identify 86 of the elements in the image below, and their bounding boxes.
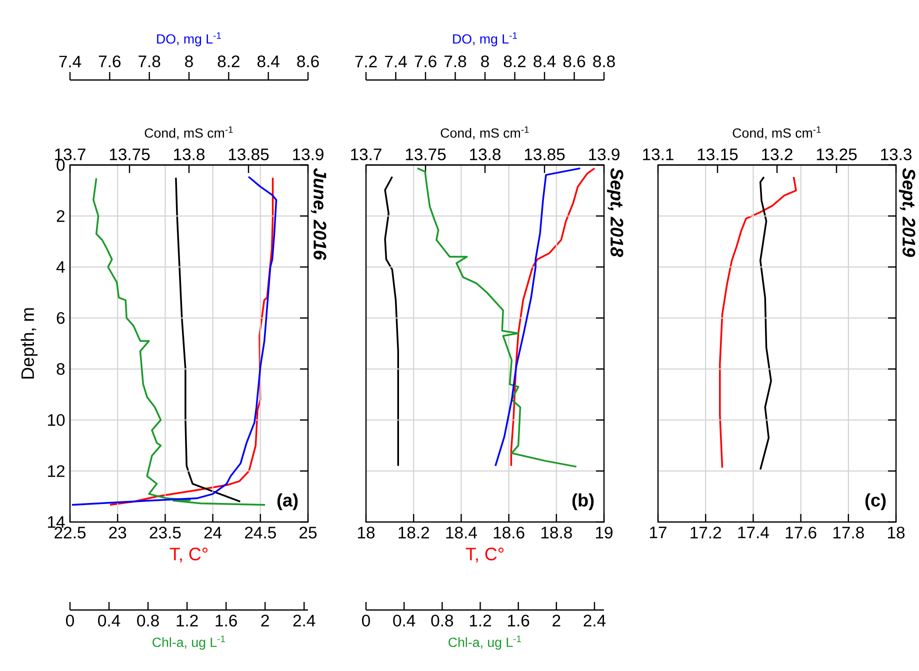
- x2-tick-label: 13.75: [406, 148, 446, 160]
- x2-tick-label: 13.7: [55, 148, 86, 160]
- x-tick-label: 2: [552, 614, 560, 626]
- x-tick-label: 18.6: [494, 526, 524, 539]
- x-tick-label: 18.4: [446, 526, 477, 539]
- x-tick-label: 0: [362, 614, 370, 627]
- y-tick-label: 12: [48, 465, 64, 477]
- x-tick-label: 22.5: [54, 526, 86, 539]
- x-tick-label: 24: [204, 526, 222, 538]
- x-tick-label: 18.2: [398, 526, 429, 539]
- x-tick-label: 18: [888, 526, 905, 539]
- y-tick-label: 14: [48, 516, 65, 528]
- x2-tick-label: 7.4: [59, 56, 82, 68]
- x2-tick-label: 13.1: [643, 148, 674, 160]
- x-tick-label: 24.5: [245, 526, 276, 539]
- x2-tick-label: 13.25: [816, 148, 857, 160]
- y-axis-title: Depth, m: [20, 308, 38, 379]
- x-axis-title: T, C°: [170, 548, 208, 563]
- x-tick-label: 2.4: [584, 614, 606, 626]
- x-tick-label: 1.6: [508, 614, 530, 627]
- x2-tick-label: 8: [481, 55, 489, 68]
- annotation: (c): [865, 493, 886, 510]
- x2-tick-label: 8: [185, 55, 193, 68]
- x2-tick-label: 8.4: [534, 55, 556, 68]
- x-tick-label: 17.6: [786, 526, 816, 539]
- x-tick-label: 2: [261, 614, 269, 626]
- x2-axis-title: DO, mg L$^{-1}$: [157, 32, 221, 46]
- x-tick-label: 17.4: [738, 526, 769, 538]
- x2-tick-label: 7.6: [414, 55, 436, 68]
- x-tick-label: 17: [650, 526, 666, 538]
- annotation: (a): [277, 493, 298, 510]
- x2-tick-label: 13.9: [589, 148, 620, 160]
- x-tick-label: 0.4: [393, 614, 416, 627]
- y-tick-label: 2: [56, 210, 64, 222]
- x2-axis-title: DO, mg L$^{-1}$: [453, 32, 517, 46]
- text: Sept, 2019: [898, 168, 916, 257]
- x2-tick-label: 13.15: [698, 148, 738, 160]
- x2-tick-label: 8.6: [563, 55, 586, 68]
- y-tick-label: 6: [56, 312, 65, 324]
- x2-tick-label: 8.4: [257, 55, 280, 68]
- text: Sept, 2018: [606, 168, 624, 257]
- x2-tick-label: 8.2: [504, 55, 526, 68]
- x-tick-label: 18: [358, 526, 375, 539]
- x2-tick-label: 7.8: [138, 55, 160, 68]
- x-tick-label: 2.4: [293, 614, 316, 626]
- x2-tick-label: 13.7: [351, 148, 382, 160]
- x2-axis-title: Cond, mS cm$^{-1}$: [144, 126, 233, 140]
- x-tick-label: 17.2: [690, 526, 721, 538]
- x-tick-label: 19: [596, 526, 612, 539]
- x-tick-label: 1.2: [176, 614, 198, 626]
- x-tick-label: 17.8: [833, 526, 864, 539]
- x2-tick-label: 13.75: [110, 148, 150, 160]
- x-tick-label: 25: [300, 526, 317, 539]
- x2-tick-label: 13.3: [881, 148, 912, 160]
- x2-tick-label: 13.8: [174, 148, 205, 160]
- x2-tick-label: 8.2: [218, 55, 240, 68]
- x2-tick-label: 13.9: [293, 148, 324, 160]
- x-tick-label: 0.8: [431, 614, 454, 627]
- x2-axis-title: Cond, mS cm$^{-1}$: [732, 126, 821, 140]
- x2-tick-label: 8.8: [593, 55, 615, 68]
- x-tick-label: 0: [66, 614, 74, 627]
- x2-tick-label: 8.6: [297, 55, 319, 68]
- y-tick-label: 10: [48, 414, 65, 426]
- x2-axis-title: Cond, mS cm$^{-1}$: [440, 126, 529, 140]
- x2-tick-label: 13.8: [470, 148, 501, 160]
- x2-tick-label: 13.2: [762, 148, 792, 160]
- x2-tick-label: 7.4: [385, 56, 407, 68]
- x-tick-label: 23: [109, 526, 126, 539]
- x2-tick-label: 7.2: [355, 56, 377, 68]
- x2-tick-label: 7.8: [444, 55, 466, 68]
- y-tick-label: 4: [56, 261, 65, 273]
- x2-tick-label: 13.85: [524, 148, 565, 160]
- x-tick-label: 0.8: [137, 614, 159, 627]
- x-axis-title: T, C°: [466, 548, 504, 563]
- x2-tick-label: 7.6: [98, 55, 121, 68]
- x-tick-label: 23.5: [150, 526, 181, 539]
- x-axis-title: Chl-a, ug L$^{-1}$: [448, 636, 521, 650]
- x2-tick-label: 13.85: [228, 148, 269, 160]
- x-tick-label: 0.4: [98, 614, 120, 627]
- annotation: (b): [572, 493, 594, 510]
- y-tick-label: 8: [56, 363, 65, 375]
- x-axis-title: Chl-a, ug L$^{-1}$: [152, 636, 225, 650]
- text: June, 2016: [310, 168, 326, 260]
- x-tick-label: 1.2: [470, 614, 491, 626]
- x-tick-label: 18.8: [541, 526, 572, 539]
- x-tick-label: 1.6: [216, 614, 237, 627]
